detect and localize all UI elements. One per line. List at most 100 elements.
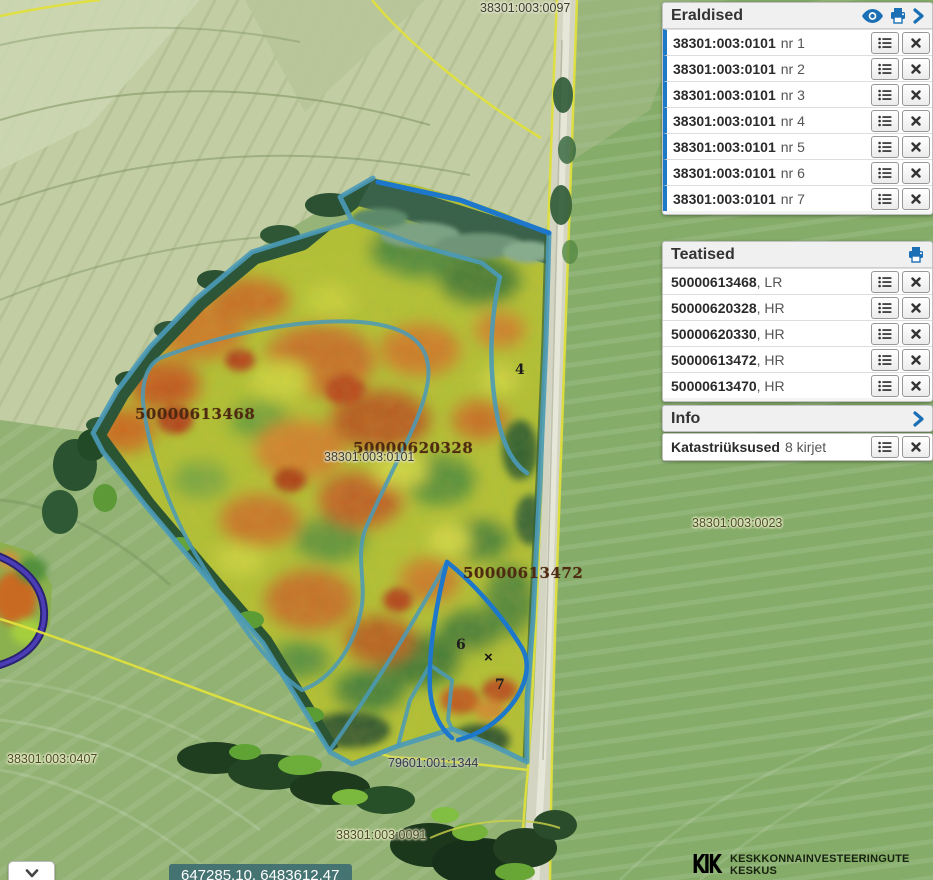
list-item-teatis[interactable]: 50000613470 , HR xyxy=(663,372,932,398)
eraldis-suffix: nr 1 xyxy=(780,34,805,51)
remove-button[interactable] xyxy=(902,161,930,184)
map-label-parcel-road: 79601:001:1344 xyxy=(388,756,479,770)
eraldis-suffix: nr 7 xyxy=(780,190,805,207)
eraldis-suffix: nr 5 xyxy=(780,138,805,155)
map-label-teatis-lower: 50000613472 xyxy=(463,564,584,582)
details-button[interactable] xyxy=(871,135,899,158)
details-button[interactable] xyxy=(871,187,899,210)
remove-button[interactable] xyxy=(902,135,930,158)
remove-button[interactable] xyxy=(902,296,930,319)
details-button[interactable] xyxy=(871,161,899,184)
eye-icon[interactable] xyxy=(862,8,883,23)
details-button[interactable] xyxy=(871,31,899,54)
printer-icon[interactable] xyxy=(890,7,906,24)
remove-button[interactable] xyxy=(902,187,930,210)
eraldis-code: 38301:003:0101 xyxy=(673,138,776,155)
eraldis-code: 38301:003:0101 xyxy=(673,164,776,181)
map-subplot-number: 7 xyxy=(495,677,505,693)
remove-button[interactable] xyxy=(902,109,930,132)
list-item-eraldis[interactable]: 38301:003:0101 nr 1 xyxy=(663,29,932,55)
details-button[interactable] xyxy=(871,270,899,293)
details-button[interactable] xyxy=(871,109,899,132)
list-item-eraldis[interactable]: 38301:003:0101 nr 4 xyxy=(663,107,932,133)
eraldis-code: 38301:003:0101 xyxy=(673,190,776,207)
map-subplot-number: 6 xyxy=(456,637,466,653)
teatis-code: 50000620330 xyxy=(671,325,757,342)
eraldis-suffix: nr 6 xyxy=(780,164,805,181)
details-button[interactable] xyxy=(871,348,899,371)
katastri-count: 8 kirjet xyxy=(784,439,827,455)
teatis-suffix: , LR xyxy=(756,273,783,290)
eraldis-suffix: nr 2 xyxy=(780,60,805,77)
details-button[interactable] xyxy=(871,374,899,397)
coordinates-readout: 647285.10, 6483612.47 xyxy=(169,864,352,880)
collapse-toolbar-button[interactable] xyxy=(8,861,55,880)
map-label-parcel-south: 38301:003:0091 xyxy=(336,828,427,842)
printer-icon[interactable] xyxy=(908,246,924,263)
eraldis-suffix: nr 4 xyxy=(780,112,805,129)
chevron-right-icon[interactable] xyxy=(913,7,924,24)
list-item-teatis[interactable]: 50000613468 , LR xyxy=(663,268,932,294)
list-item-teatis[interactable]: 50000613472 , HR xyxy=(663,346,932,372)
list-item-eraldis[interactable]: 38301:003:0101 nr 2 xyxy=(663,55,932,81)
panel-title: Eraldised xyxy=(671,6,744,24)
kik-logo: KIK KESKKONNAINVESTEERINGUTE KESKUS xyxy=(692,850,933,880)
panel-eraldised: Eraldised 38301:003:0101 nr 1 xyxy=(662,2,933,215)
teatised-list: 50000613468 , LR 50000620328 , HR 500006… xyxy=(663,268,932,398)
remove-button[interactable] xyxy=(902,57,930,80)
details-button[interactable] xyxy=(871,296,899,319)
plot-outlines xyxy=(90,175,552,767)
eraldis-suffix: nr 3 xyxy=(780,86,805,103)
eraldised-list: 38301:003:0101 nr 1 38301:003:0101 nr 2 … xyxy=(663,29,932,211)
chevron-down-icon xyxy=(25,865,39,880)
teatis-code: 50000613468 xyxy=(671,273,757,290)
details-button[interactable] xyxy=(871,436,899,458)
kik-logo-text: KESKKONNAINVESTEERINGUTE KESKUS xyxy=(729,853,910,877)
list-item-eraldis[interactable]: 38301:003:0101 nr 5 xyxy=(663,133,932,159)
panel-info-header: Info xyxy=(663,406,932,431)
details-button[interactable] xyxy=(871,322,899,345)
panel-katastri: Katastriüksused 8 kirjet xyxy=(662,433,933,461)
teatis-code: 50000613472 xyxy=(671,351,757,368)
map-label-parcel-main: 38301:003:0101 xyxy=(324,450,415,464)
list-item-teatis[interactable]: 50000620330 , HR xyxy=(663,320,932,346)
remove-button[interactable] xyxy=(902,270,930,293)
tree-clusters-south xyxy=(177,742,577,880)
teatis-suffix: , HR xyxy=(756,299,785,316)
field-northwest xyxy=(0,0,557,433)
map-subplot-number: 4 xyxy=(515,362,525,378)
eraldis-code: 38301:003:0101 xyxy=(673,34,776,51)
teatis-code: 50000620328 xyxy=(671,299,757,316)
list-item-teatis[interactable]: 50000620328 , HR xyxy=(663,294,932,320)
teatis-code: 50000613470 xyxy=(671,377,757,394)
kik-logo-mark: KIK xyxy=(692,850,722,880)
list-item-eraldis[interactable]: 38301:003:0101 nr 3 xyxy=(663,81,932,107)
eraldis-code: 38301:003:0101 xyxy=(673,112,776,129)
map-x-marker: × xyxy=(484,649,493,666)
list-item-katastri[interactable]: Katastriüksused 8 kirjet xyxy=(663,434,932,460)
chevron-right-icon[interactable] xyxy=(913,410,924,427)
list-item-eraldis[interactable]: 38301:003:0101 nr 6 xyxy=(663,159,932,185)
panel-title: Teatised xyxy=(671,245,735,263)
map-label-parcel-top: 38301:003:0097 xyxy=(480,1,571,15)
panel-title: Info xyxy=(671,409,701,427)
remove-button[interactable] xyxy=(902,31,930,54)
eraldis-code: 38301:003:0101 xyxy=(673,60,776,77)
map-label-teatis-west: 50000613468 xyxy=(135,405,256,423)
teatis-suffix: , HR xyxy=(756,325,785,342)
remove-button[interactable] xyxy=(902,322,930,345)
panel-eraldised-header: Eraldised xyxy=(663,3,932,29)
map-label-parcel-sw: 38301:003:0407 xyxy=(7,752,98,766)
remove-button[interactable] xyxy=(902,83,930,106)
details-button[interactable] xyxy=(871,83,899,106)
remove-button[interactable] xyxy=(902,374,930,397)
details-button[interactable] xyxy=(871,57,899,80)
list-item-eraldis[interactable]: 38301:003:0101 nr 7 xyxy=(663,185,932,211)
katastri-label: Katastriüksused xyxy=(671,439,780,455)
remove-button[interactable] xyxy=(902,436,930,458)
panel-teatised-header: Teatised xyxy=(663,242,932,268)
map-label-parcel-east: 38301:003:0023 xyxy=(692,516,783,530)
remove-button[interactable] xyxy=(902,348,930,371)
